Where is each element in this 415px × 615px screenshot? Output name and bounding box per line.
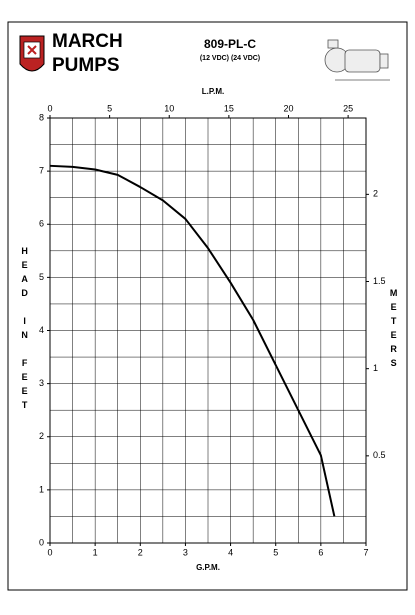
y-tick-label: 8 [39,112,44,122]
y-tick-label: 3 [39,378,44,388]
chart-subtitle: (12 VDC) (24 VDC) [200,55,260,62]
x2-tick-label: 25 [343,103,353,113]
curve [49,164,336,517]
frame [7,21,408,591]
x2-tick-label: 15 [224,103,234,113]
x-tick-label: 3 [183,547,188,557]
x2-axis-label: L.P.M. [202,87,225,96]
x2-tick-label: 10 [164,103,174,113]
x2-tick-label: 5 [107,103,112,113]
y-tick-label: 2 [39,431,44,441]
x-tick-label: 0 [47,547,52,557]
logo [19,35,45,72]
x-tick-label: 4 [228,547,233,557]
x-tick-label: 6 [318,547,323,557]
y2-axis-label: METERS [389,288,399,372]
chart-title: 809-PL-C [204,37,256,51]
x-tick-label: 7 [363,547,368,557]
x2-tick-label: 0 [47,103,52,113]
pump-image [324,39,390,81]
x-tick-label: 2 [138,547,143,557]
x-tick-label: 5 [273,547,278,557]
brand-line2: PUMPS [52,55,120,76]
y-axis-label: HEAD IN FEET [20,246,30,414]
y-tick-label: 0 [39,537,44,547]
y-tick-label: 6 [39,219,44,229]
y-tick-label: 7 [39,166,44,176]
x-tick-label: 1 [93,547,98,557]
x2-tick-label: 20 [283,103,293,113]
y2-tick-label: 1 [373,363,378,373]
y2-tick-label: 2 [373,189,378,199]
y-tick-label: 4 [39,325,44,335]
y2-tick-label: 0.5 [373,450,386,460]
x-axis-label: G.P.M. [196,563,220,572]
y-tick-label: 1 [39,484,44,494]
y2-tick-label: 1.5 [373,276,386,286]
y-tick-label: 5 [39,272,44,282]
brand-line1: MARCH [52,31,123,52]
